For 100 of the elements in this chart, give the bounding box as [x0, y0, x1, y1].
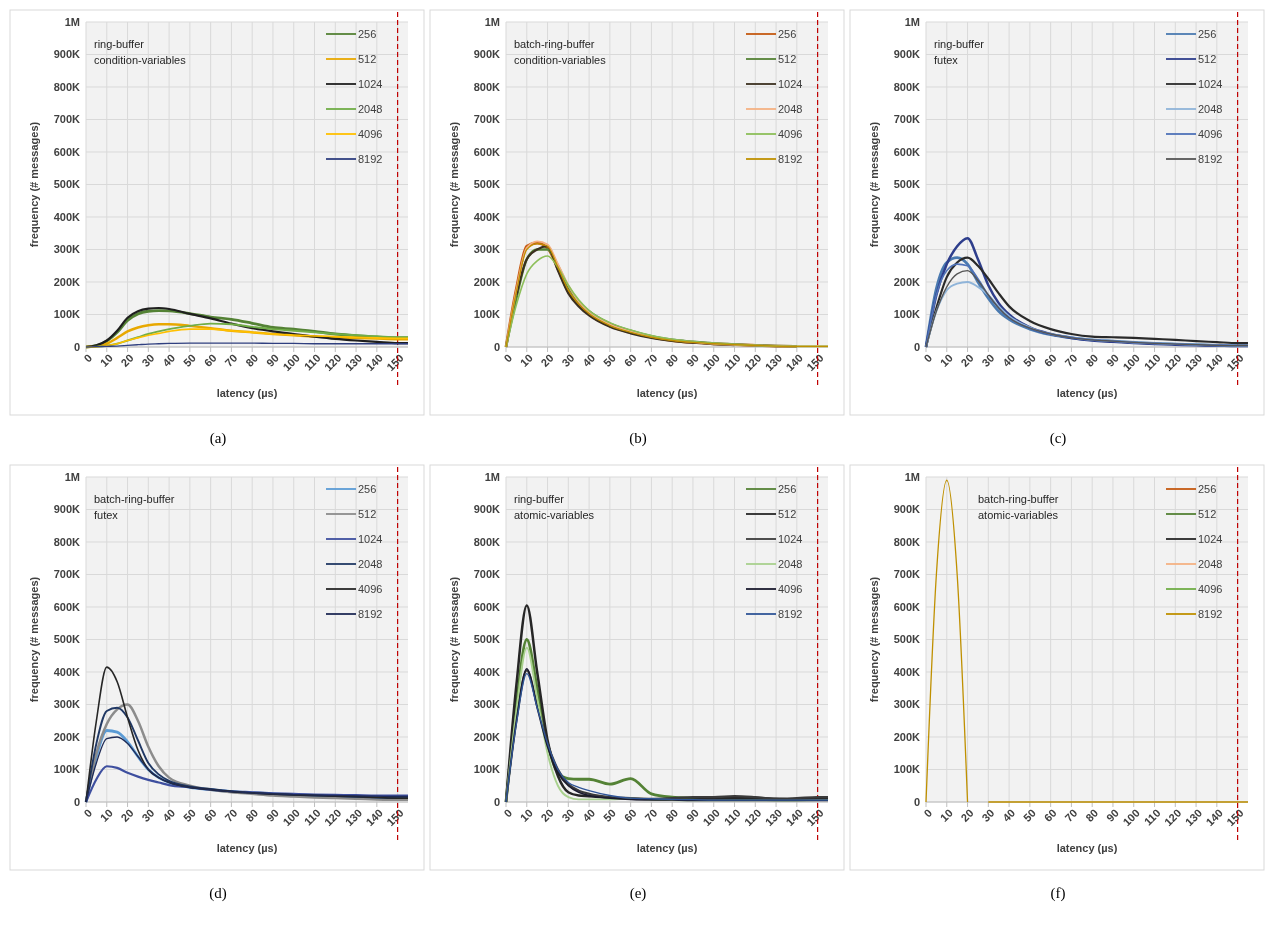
y-tick-label: 300K: [53, 698, 81, 711]
y-tick-label: 300K: [893, 698, 921, 711]
y-tick-label: 800K: [473, 535, 501, 548]
y-tick-label: 700K: [473, 113, 501, 126]
x-tick-label: 80: [1083, 806, 1101, 824]
x-tick-label: 50: [600, 806, 619, 824]
x-tick-label: 90: [683, 351, 702, 369]
y-tick-label: 500K: [893, 178, 921, 191]
x-tick-label: 10: [937, 806, 955, 824]
x-tick-label: 40: [160, 351, 178, 369]
y-tick-label: 500K: [53, 178, 81, 191]
x-tick-label: 130: [1182, 351, 1205, 374]
x-tick-label: 140: [1203, 351, 1225, 374]
x-tick-label: 140: [363, 351, 385, 374]
legend-label: 2048: [1198, 102, 1223, 115]
y-tick-label: 900K: [893, 48, 921, 61]
x-tick-label: 80: [243, 806, 261, 824]
y-tick-label: 700K: [53, 568, 81, 581]
y-tick-label: 0: [913, 795, 920, 808]
y-tick-label: 1M: [904, 470, 920, 483]
legend-label: 4096: [1198, 582, 1223, 595]
x-tick-label: 60: [1041, 806, 1059, 824]
x-tick-label: 120: [321, 806, 344, 829]
x-axis-title: latency (µs): [1056, 387, 1118, 399]
y-tick-label: 400K: [473, 210, 501, 223]
x-tick-label: 90: [1103, 806, 1122, 824]
x-tick-label: 80: [1083, 351, 1101, 369]
x-tick-label: 10: [517, 806, 535, 824]
legend-label: 4096: [1198, 127, 1223, 140]
x-tick-label: 70: [642, 351, 660, 369]
y-tick-label: 300K: [53, 243, 81, 256]
x-tick-label: 70: [1062, 806, 1080, 824]
y-tick-label: 1M: [904, 15, 920, 28]
y-tick-label: 1M: [64, 470, 80, 483]
x-tick-label: 30: [559, 351, 577, 369]
y-tick-label: 600K: [53, 600, 81, 613]
y-tick-label: 800K: [893, 80, 921, 93]
legend-label: 8192: [358, 607, 383, 620]
y-tick-label: 100K: [53, 308, 81, 321]
x-tick-label: 40: [1000, 806, 1018, 824]
x-tick-label: 30: [139, 351, 157, 369]
x-tick-label: 50: [1020, 806, 1039, 824]
x-tick-label: 120: [321, 351, 344, 374]
y-tick-label: 600K: [473, 145, 501, 158]
x-tick-label: 130: [342, 351, 365, 374]
y-tick-label: 300K: [473, 243, 501, 256]
y-tick-label: 900K: [473, 48, 501, 61]
x-tick-label: 110: [1141, 806, 1163, 828]
y-tick-label: 900K: [893, 503, 921, 516]
legend-label: 2048: [358, 102, 383, 115]
legend-label: 1024: [1198, 532, 1223, 545]
y-tick-label: 400K: [893, 210, 921, 223]
x-tick-label: 20: [118, 351, 136, 369]
x-tick-label: 130: [342, 806, 365, 829]
x-tick-label: 100: [1120, 806, 1142, 829]
x-tick-label: 140: [363, 806, 385, 829]
annotation: ring-buffer condition-variables: [94, 38, 187, 66]
y-tick-label: 400K: [53, 210, 81, 223]
legend-label: 8192: [1198, 152, 1223, 165]
x-tick-label: 40: [160, 806, 178, 824]
x-tick-label: 140: [1203, 806, 1225, 829]
x-tick-label: 60: [201, 351, 219, 369]
x-tick-label: 20: [118, 806, 136, 824]
x-tick-label: 130: [762, 806, 785, 829]
y-tick-label: 300K: [473, 698, 501, 711]
legend-label: 256: [1198, 27, 1217, 40]
y-tick-label: 0: [493, 340, 500, 353]
legend-label: 256: [358, 482, 377, 495]
y-tick-label: 500K: [473, 178, 501, 191]
legend-label: 256: [778, 482, 797, 495]
y-tick-label: 900K: [53, 503, 81, 516]
legend-label: 256: [1198, 482, 1217, 495]
y-axis-title: frequency (# messages): [868, 576, 880, 703]
y-tick-label: 800K: [893, 535, 921, 548]
y-tick-label: 600K: [893, 145, 921, 158]
x-axis-title: latency (µs): [636, 387, 698, 399]
y-axis-title: frequency (# messages): [868, 121, 880, 248]
y-tick-label: 300K: [893, 243, 921, 256]
legend-label: 4096: [358, 582, 383, 595]
y-tick-label: 500K: [53, 633, 81, 646]
legend-label: 256: [778, 27, 797, 40]
legend-label: 8192: [778, 607, 803, 620]
x-tick-label: 100: [280, 806, 302, 829]
y-tick-label: 0: [913, 340, 920, 353]
x-tick-label: 50: [1020, 351, 1039, 369]
y-tick-label: 900K: [53, 48, 81, 61]
x-tick-label: 70: [222, 806, 240, 824]
x-tick-label: 30: [139, 806, 157, 824]
x-tick-label: 60: [621, 351, 639, 369]
y-tick-label: 100K: [473, 308, 501, 321]
y-tick-label: 700K: [53, 113, 81, 126]
x-tick-label: 70: [222, 351, 240, 369]
legend-label: 1024: [358, 77, 383, 90]
x-tick-label: 80: [663, 806, 681, 824]
annotation: batch-ring-buffer condition-variables: [514, 38, 607, 66]
annotation: ring-buffer atomic-variables: [514, 493, 595, 521]
y-tick-label: 600K: [53, 145, 81, 158]
x-tick-label: 100: [700, 806, 722, 829]
x-tick-label: 110: [721, 806, 743, 828]
x-tick-label: 110: [301, 351, 323, 373]
